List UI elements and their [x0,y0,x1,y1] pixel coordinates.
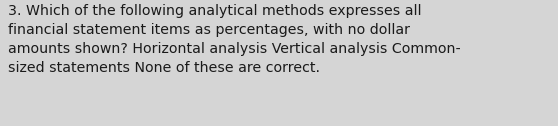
Text: 3. Which of the following analytical methods expresses all
financial statement i: 3. Which of the following analytical met… [8,4,460,75]
